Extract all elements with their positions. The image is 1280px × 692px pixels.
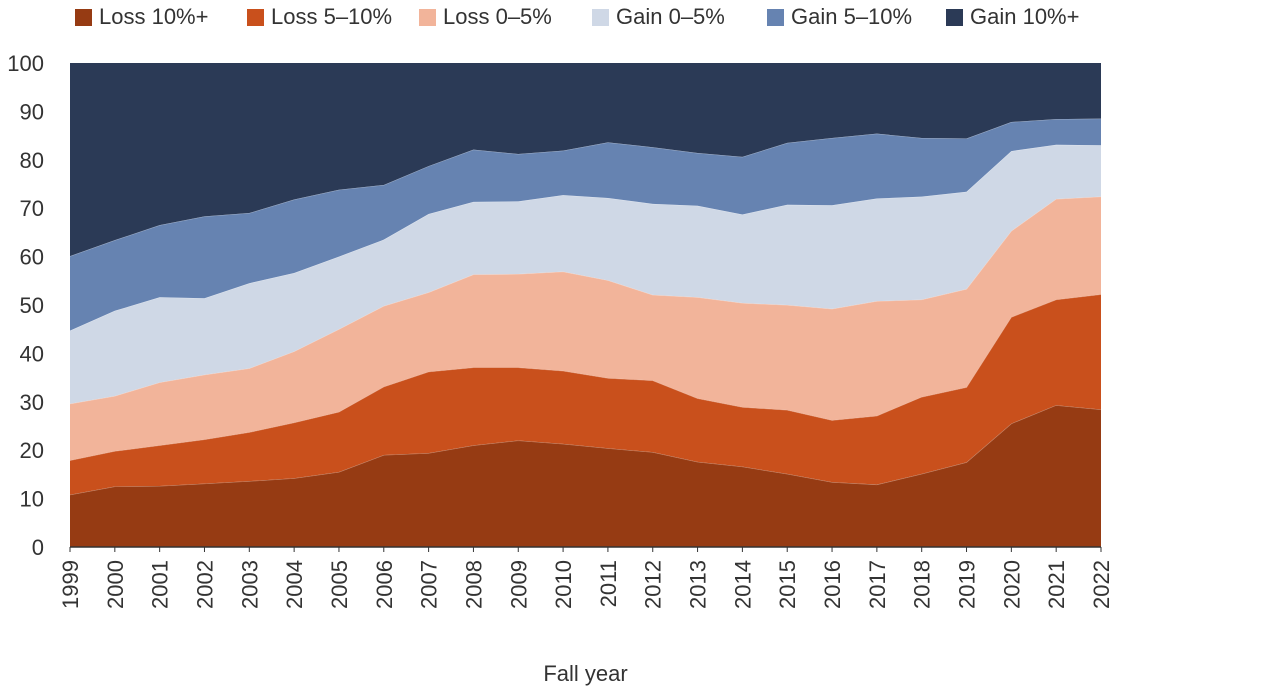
y-axis: 0 10 20 30 40 50 60 70 80 90 100	[7, 51, 44, 560]
x-axis-title: Fall year	[543, 661, 627, 686]
x-tick-label: 2011	[596, 560, 621, 607]
x-tick-label: 2007	[417, 560, 442, 609]
x-tick-label: 2013	[686, 560, 711, 609]
x-tick-label: 2010	[551, 560, 576, 609]
legend-item: Gain 5–10%	[767, 2, 912, 32]
x-tick-label: 2020	[999, 560, 1024, 609]
x-axis: 1999 2000 2001 2002 2003 2004 2005 2006 2007 2008…	[58, 547, 1114, 609]
legend-label: Gain 0–5%	[616, 4, 725, 29]
y-tick-label: 80	[20, 148, 44, 173]
area-series-3	[70, 144, 1101, 404]
x-tick-label: 2022	[1089, 560, 1114, 609]
y-tick-label: 20	[20, 438, 44, 463]
y-tick-label: 40	[20, 341, 44, 366]
y-tick-label: 50	[20, 293, 44, 318]
legend-item: Loss 10%+	[75, 2, 208, 32]
x-tick-label: 1999	[58, 560, 83, 609]
legend-label: Gain 5–10%	[791, 4, 913, 29]
legend: Loss 10%+ Loss 5–10% Loss 0–5% Gain 0–5% Gai…	[0, 2, 1280, 32]
x-tick-label: 2006	[372, 560, 397, 609]
legend-swatch	[946, 8, 963, 26]
legend-item: Loss 0–5%	[419, 2, 552, 32]
x-tick-label: 2016	[820, 560, 845, 609]
legend-label: Loss 0–5%	[443, 4, 552, 29]
y-tick-label: 70	[20, 196, 44, 221]
x-tick-label: 2008	[461, 560, 486, 609]
area-series-2	[70, 196, 1101, 461]
area-series-1	[70, 294, 1101, 495]
x-tick-label: 2003	[237, 560, 262, 609]
legend-item: Gain 10%+	[946, 2, 1079, 32]
area-series-5	[70, 63, 1101, 257]
y-tick-label: 0	[32, 535, 44, 560]
legend-item: Loss 5–10%	[247, 2, 392, 32]
x-tick-label: 2018	[910, 560, 935, 609]
legend-swatch	[767, 8, 784, 26]
legend-label: Gain 10%+	[970, 4, 1080, 29]
x-tick-label: 2005	[327, 560, 352, 609]
legend-swatch	[247, 8, 264, 26]
legend-label: Loss 10%+	[99, 4, 209, 29]
y-tick-label: 100	[7, 51, 44, 76]
x-tick-label: 2000	[103, 560, 128, 609]
legend-label: Loss 5–10%	[271, 4, 393, 29]
area-series-4	[70, 118, 1101, 331]
area-series-group	[69, 63, 1102, 547]
legend-swatch	[592, 8, 609, 26]
y-tick-label: 10	[20, 487, 44, 512]
legend-item: Gain 0–5%	[592, 2, 725, 32]
legend-swatch	[419, 8, 436, 26]
y-tick-label: 60	[20, 245, 44, 270]
x-tick-label: 2017	[865, 560, 890, 609]
x-tick-label: 2015	[775, 560, 800, 609]
x-tick-label: 2004	[282, 560, 307, 609]
x-tick-label: 2012	[641, 560, 666, 609]
area-series-0	[70, 405, 1101, 547]
x-tick-label: 2019	[955, 560, 980, 609]
x-tick-label: 2002	[192, 560, 217, 609]
x-tick-label: 2009	[506, 560, 531, 609]
x-tick-label: 2021	[1044, 560, 1069, 609]
legend-swatch	[75, 8, 92, 26]
x-tick-label: 2014	[730, 560, 755, 609]
x-tick-label: 2001	[148, 560, 173, 609]
y-tick-label: 90	[20, 99, 44, 124]
y-tick-label: 30	[20, 390, 44, 415]
